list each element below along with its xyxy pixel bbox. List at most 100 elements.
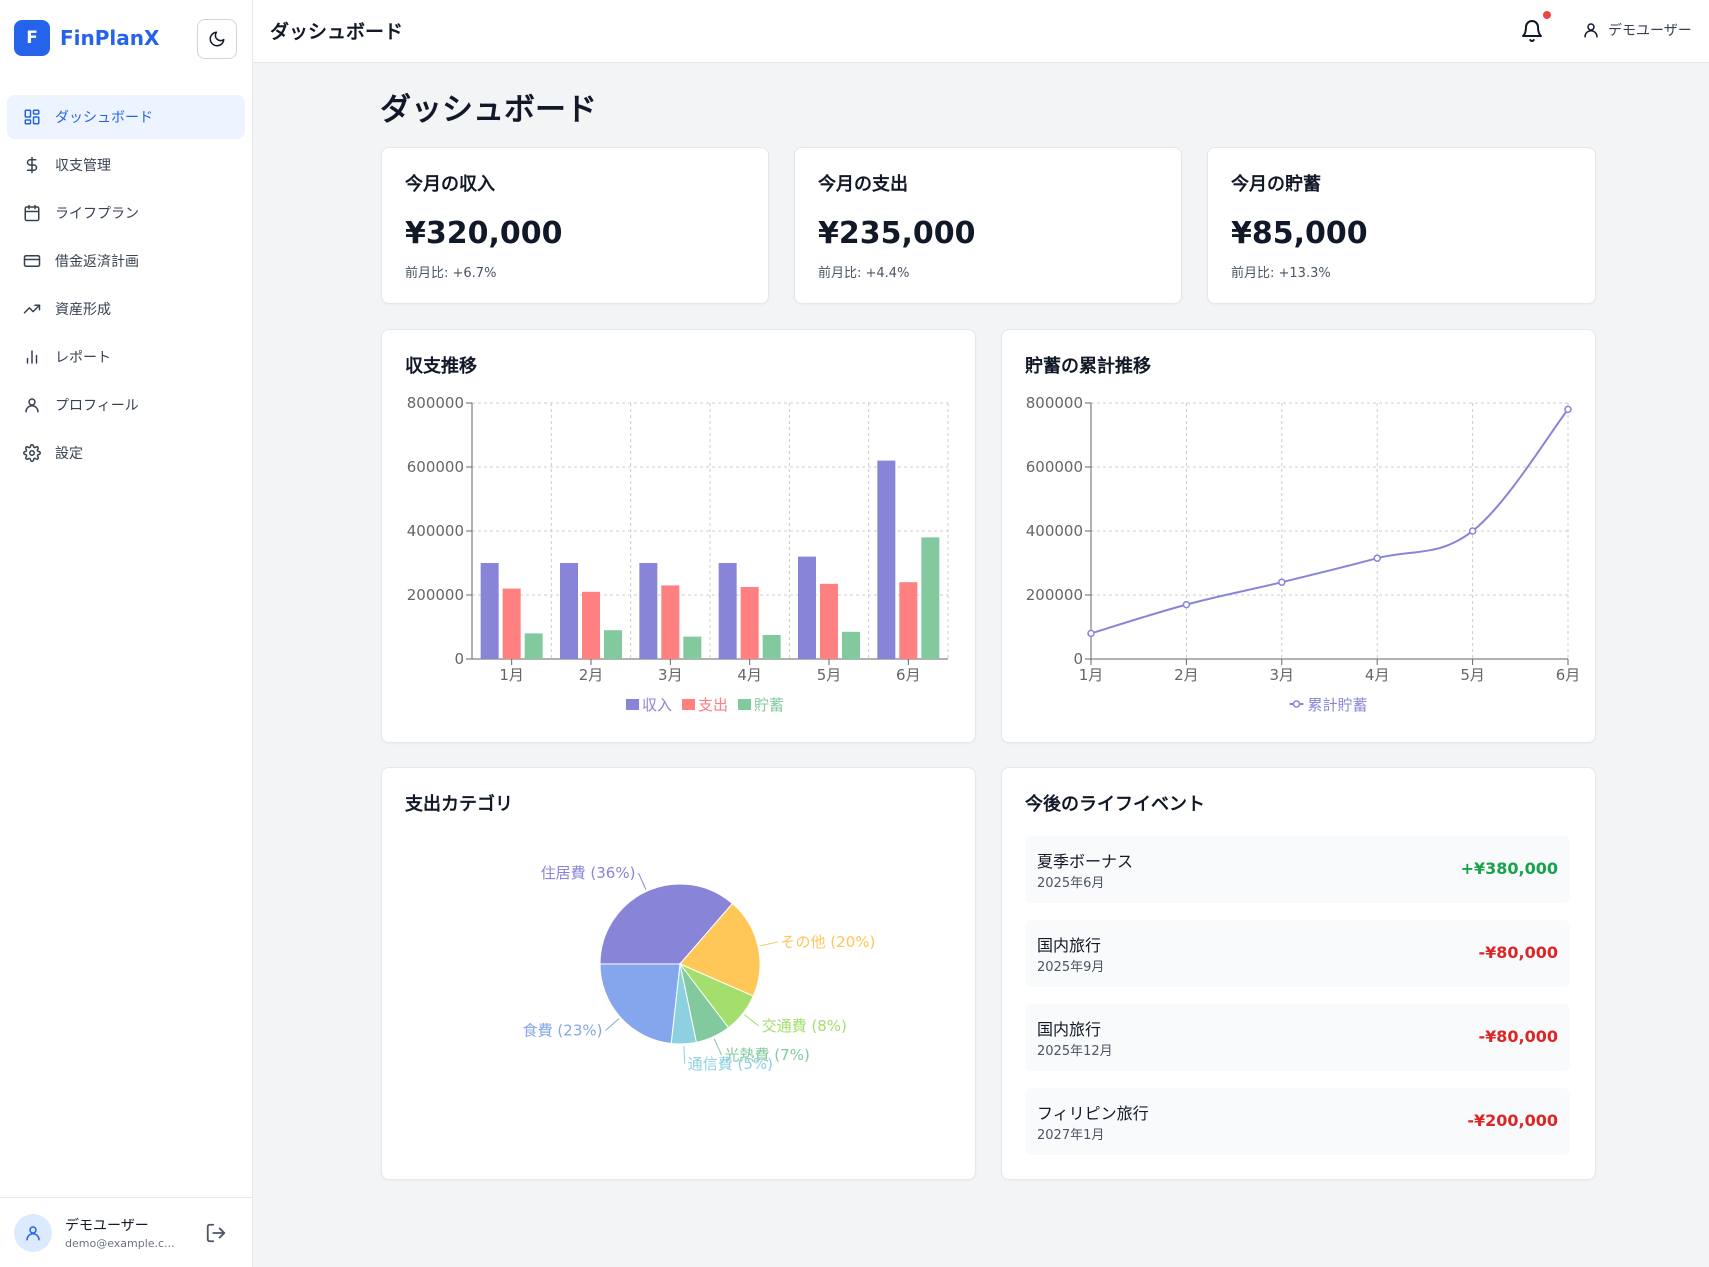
x-tick-label: 2月 — [1174, 666, 1199, 684]
bar-支出 — [502, 588, 521, 659]
credit-card-icon — [23, 255, 41, 267]
event-amount: -¥80,000 — [1478, 943, 1558, 962]
pie-slice — [599, 963, 681, 1045]
avatar[interactable] — [14, 1214, 52, 1252]
chart-title: 収支推移 — [405, 356, 477, 377]
sidebar-item-label: プロフィール — [55, 398, 139, 414]
sidebar-item-debt-plan[interactable]: 借金返済計画 — [7, 239, 245, 283]
stat-card-expense: 今月の支出 ¥235,000 前月比: +4.4% — [794, 147, 1182, 304]
bar-貯蓄 — [921, 537, 940, 659]
top-header: ダッシュボード デモユーザー — [253, 0, 1709, 63]
stat-card-income: 今月の収入 ¥320,000 前月比: +6.7% — [381, 147, 769, 304]
theme-toggle-button[interactable] — [197, 19, 237, 59]
bar-貯蓄 — [762, 635, 781, 659]
savings-chart-card: 貯蓄の累計推移 0 200000 400000 600000 800000 1月 2月 3月 4… — [1001, 329, 1596, 743]
stat-change: 前月比: +4.4% — [818, 266, 910, 281]
bar-収入 — [718, 563, 737, 659]
bar-支出 — [820, 583, 838, 659]
sidebar-item-report[interactable]: レポート — [7, 335, 245, 379]
x-tick-label: 4月 — [737, 666, 762, 684]
income-expense-chart-card: 収支推移 0 200000 400000 600000 800000 1月 2月 3月 4月 5月… — [381, 329, 976, 743]
event-date: 2025年12月 — [1037, 1044, 1113, 1059]
x-tick-label: 4月 — [1365, 666, 1390, 684]
x-tick-label: 3月 — [1270, 666, 1295, 684]
bar-貯蓄 — [842, 631, 860, 659]
expense-category-chart-card: 支出カテゴリ 住居費 (36%) その他 (20%) 交通費 (8%) 光熱費 (7%… — [381, 767, 976, 1180]
data-point — [1468, 527, 1477, 535]
header-user-menu[interactable]: デモユーザー — [1582, 20, 1692, 40]
life-event-item[interactable]: フィリピン旅行 2027年1月 -¥200,000 — [1025, 1088, 1570, 1155]
brand-name: FinPlanX — [60, 26, 160, 50]
event-name: フィリピン旅行 — [1037, 1104, 1149, 1123]
pie-label: 食費 (23%) — [523, 1022, 603, 1040]
x-tick-label: 6月 — [896, 666, 921, 684]
stat-change: 前月比: +6.7% — [405, 266, 497, 281]
pie-label-line — [759, 941, 778, 947]
life-event-item[interactable]: 夏季ボーナス 2025年6月 +¥380,000 — [1025, 836, 1570, 903]
event-amount: -¥80,000 — [1478, 1027, 1558, 1046]
x-tick-label: 5月 — [1460, 666, 1485, 684]
stat-title: 今月の収入 — [405, 174, 495, 195]
pie-label-line — [713, 1038, 722, 1056]
event-amount: -¥200,000 — [1467, 1111, 1558, 1130]
sidebar-item-label: 借金返済計画 — [55, 254, 139, 270]
y-tick-label: 400000 — [1026, 522, 1083, 540]
pie-slice — [599, 883, 734, 965]
legend-swatch — [682, 699, 695, 710]
data-point — [1278, 578, 1286, 586]
sidebar-item-settings[interactable]: 設定 — [7, 431, 245, 475]
x-tick-label: 6月 — [1556, 666, 1581, 684]
bar-収入 — [877, 460, 896, 659]
stat-value: ¥320,000 — [405, 216, 563, 251]
user-icon — [25, 398, 39, 413]
data-point — [1373, 554, 1381, 562]
pie-label-line — [638, 872, 647, 890]
header-user-name: デモユーザー — [1608, 23, 1692, 39]
savings-line-chart: 0 200000 400000 600000 800000 1月 2月 3月 4月 5月 6月累計貯… — [1026, 394, 1581, 714]
pie-label: 交通費 (8%) — [762, 1017, 847, 1035]
y-tick-label: 600000 — [407, 458, 464, 476]
stat-value: ¥235,000 — [818, 216, 976, 251]
stat-value: ¥85,000 — [1231, 216, 1368, 251]
bar-収入 — [798, 556, 816, 659]
event-date: 2027年1月 — [1037, 1128, 1105, 1143]
y-tick-label: 200000 — [1026, 586, 1083, 604]
sidebar-user-email: demo@example.c... — [65, 1237, 175, 1250]
sidebar-item-dashboard[interactable]: ダッシュボード — [7, 95, 245, 139]
y-tick-label: 400000 — [407, 522, 464, 540]
dashboard-icon — [24, 109, 40, 125]
y-tick-label: 0 — [1073, 650, 1083, 668]
event-date: 2025年6月 — [1037, 876, 1105, 891]
life-event-item[interactable]: 国内旅行 2025年9月 -¥80,000 — [1025, 920, 1570, 987]
pie-slice — [679, 902, 761, 997]
legend-label: 収入 — [642, 696, 672, 714]
logout-icon[interactable] — [205, 1222, 227, 1244]
data-point — [1182, 600, 1191, 609]
sidebar-item-label: レポート — [55, 350, 111, 366]
brand[interactable]: F FinPlanX — [14, 20, 159, 56]
expense-category-pie-chart: 住居費 (36%) その他 (20%) 交通費 (8%) 光熱費 (7%)通信費 (5… — [523, 864, 876, 1073]
bar-支出 — [661, 585, 680, 659]
bell-icon[interactable] — [1520, 19, 1544, 43]
life-event-item[interactable]: 国内旅行 2025年12月 -¥80,000 — [1025, 1004, 1570, 1071]
bar-貯蓄 — [604, 630, 622, 659]
data-point — [1087, 629, 1095, 638]
sidebar-item-asset-building[interactable]: 資産形成 — [7, 287, 245, 331]
event-name: 夏季ボーナス — [1037, 852, 1134, 871]
bar-支出 — [582, 591, 600, 659]
event-name: 国内旅行 — [1037, 936, 1102, 955]
sidebar-item-label: ダッシュボード — [55, 110, 153, 126]
sidebar-item-life-plan[interactable]: ライフプラン — [7, 191, 245, 235]
page-title: ダッシュボード — [380, 92, 597, 128]
sidebar-item-profile[interactable]: プロフィール — [7, 383, 245, 427]
legend-label: 支出 — [698, 696, 728, 714]
bar-chart-icon — [26, 350, 38, 364]
sidebar-user-name: デモユーザー — [65, 1218, 149, 1234]
series-line — [1090, 408, 1569, 635]
notification-badge — [1543, 11, 1551, 19]
user-icon — [26, 1226, 40, 1241]
stat-title: 今月の支出 — [818, 174, 908, 195]
sidebar-item-income-expense[interactable]: 収支管理 — [7, 143, 245, 187]
y-tick-label: 0 — [454, 650, 464, 668]
